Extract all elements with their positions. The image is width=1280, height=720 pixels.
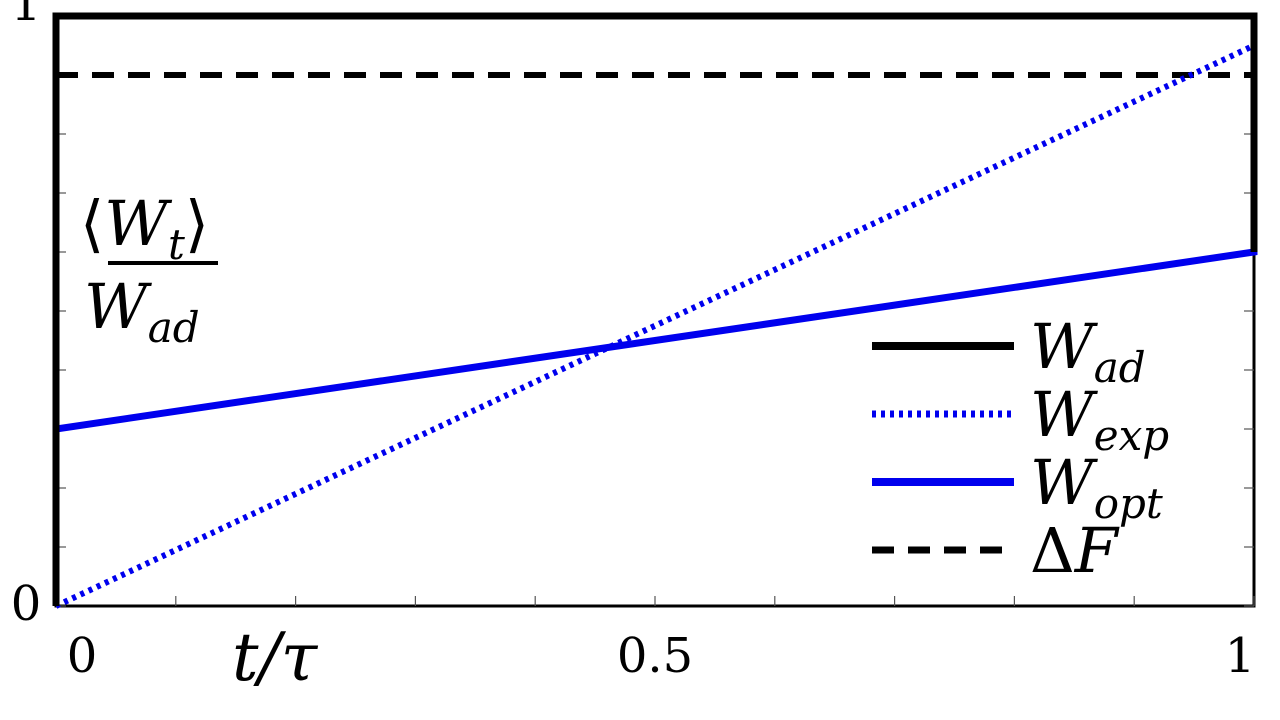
legend-label: Wopt: [1030, 446, 1163, 528]
x-tick-label: 0.5: [617, 628, 693, 684]
y-tick-label: 1: [11, 0, 42, 32]
x-axis-label: t/τ: [232, 619, 319, 696]
y-tick-label: 0: [11, 576, 42, 632]
legend-label: ΔF: [1030, 514, 1120, 587]
y-axis-label: ⟨Wt⟩ Wad: [80, 187, 218, 352]
y-label-denominator: Wad: [84, 270, 200, 352]
series-line-ad: [52, 12, 1258, 606]
series-layer: [52, 12, 1258, 609]
tick-labels: 0 0.5 1 0 1: [11, 0, 1256, 684]
x-tick-label: 0: [67, 628, 98, 684]
legend-label: Wad: [1030, 310, 1146, 392]
y-label-numerator: ⟨Wt⟩: [80, 187, 209, 269]
x-tick-label: 1: [1225, 628, 1256, 684]
legend-label: Wexp: [1030, 378, 1169, 460]
